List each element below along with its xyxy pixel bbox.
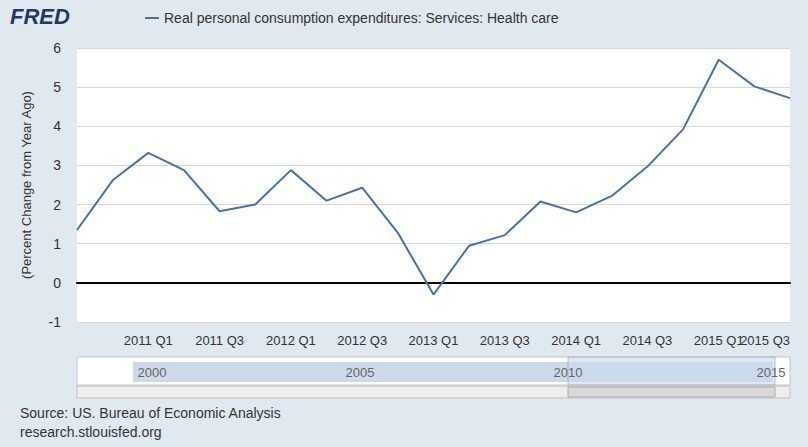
svg-text:4: 4 xyxy=(53,118,61,134)
svg-text:2010: 2010 xyxy=(554,365,583,380)
svg-text:research.stlouisfed.org: research.stlouisfed.org xyxy=(20,424,162,440)
svg-text:2: 2 xyxy=(53,197,61,213)
svg-text:1: 1 xyxy=(53,236,61,252)
svg-text:2014 Q1: 2014 Q1 xyxy=(551,333,601,348)
svg-text:2011 Q3: 2011 Q3 xyxy=(195,333,244,348)
svg-text:2015 Q1: 2015 Q1 xyxy=(694,333,744,348)
svg-text:2000: 2000 xyxy=(138,365,167,380)
svg-text:Source: US. Bureau of Economic: Source: US. Bureau of Economic Analysis xyxy=(20,405,281,421)
svg-text:0: 0 xyxy=(53,275,61,291)
svg-text:2014 Q3: 2014 Q3 xyxy=(622,333,672,348)
svg-text:2013 Q1: 2013 Q1 xyxy=(409,333,459,348)
svg-text:2013 Q3: 2013 Q3 xyxy=(480,333,530,348)
svg-text:FRED: FRED xyxy=(10,4,70,29)
svg-text:2005: 2005 xyxy=(346,365,375,380)
svg-text:Real personal consumption expe: Real personal consumption expenditures: … xyxy=(164,10,559,26)
svg-text:3: 3 xyxy=(53,157,61,173)
svg-text:2011 Q1: 2011 Q1 xyxy=(124,333,173,348)
svg-text:-1: -1 xyxy=(49,314,62,330)
svg-text:2012 Q3: 2012 Q3 xyxy=(337,333,387,348)
svg-text:5: 5 xyxy=(53,79,61,95)
svg-text:(Percent Change from Year Ago): (Percent Change from Year Ago) xyxy=(19,91,34,279)
svg-text:2015 Q3: 2015 Q3 xyxy=(740,333,790,348)
svg-text:2015: 2015 xyxy=(757,365,786,380)
svg-text:2012 Q1: 2012 Q1 xyxy=(266,333,316,348)
svg-text:6: 6 xyxy=(53,40,61,56)
